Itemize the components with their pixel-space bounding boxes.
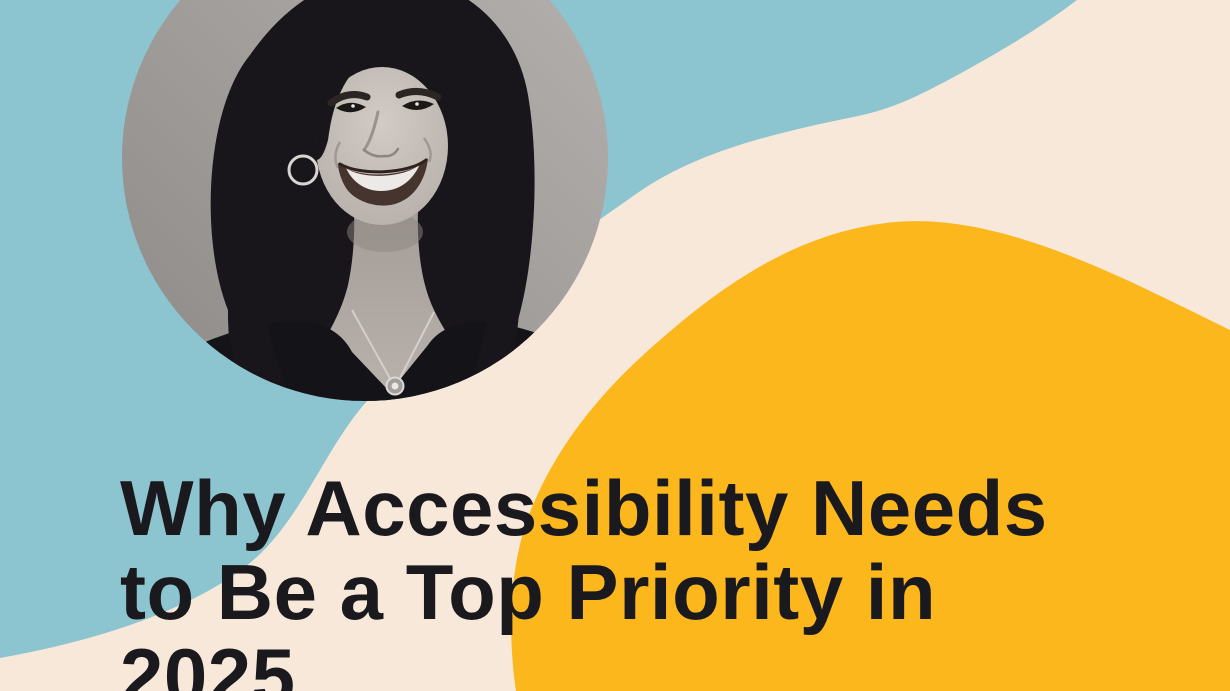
portrait-fringe [315,56,368,160]
page-title: Why Accessibility Needs to Be a Top Prio… [120,464,1048,691]
portrait-teeth [346,164,420,191]
portrait-eye-glint-left [351,104,355,108]
portrait-eyebrow-right [395,88,442,101]
portrait-eye-glint-right [415,102,419,106]
portrait-necklace-chain [351,309,435,383]
yellow-circle-shape [511,221,1230,691]
portrait-eye-left [336,102,366,113]
portrait-pendant-center [391,382,399,390]
portrait-hoop-earring [287,154,319,186]
portrait-crease-left [334,141,342,169]
portrait-nostrils [362,147,400,158]
portrait-upper-lip [338,158,428,174]
portrait-nose [362,110,380,152]
portrait-fringe-right [368,55,451,150]
portrait-hair-lock-right [462,100,527,401]
portrait-crease-right [422,137,432,163]
portrait-hair-lock-left [216,90,294,401]
portrait-eyebrow-left [327,91,371,107]
